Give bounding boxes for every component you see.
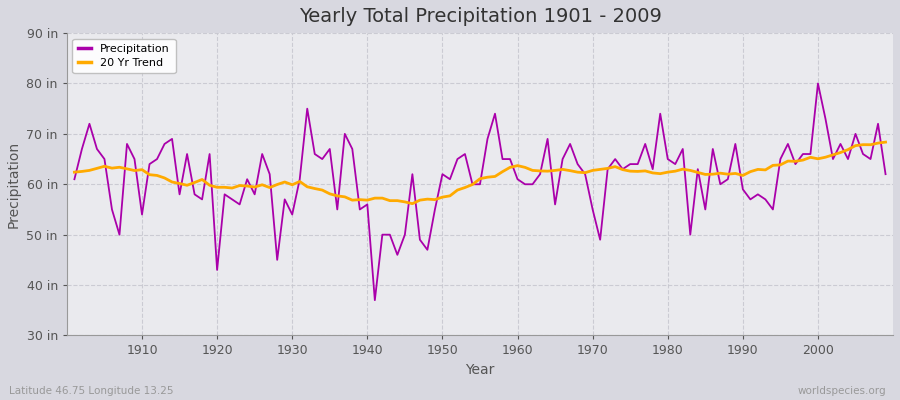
Precipitation: [69, 177, 80, 182]
Precipitation: [129, 157, 140, 162]
X-axis label: Year: Year: [465, 363, 495, 377]
Title: Yearly Total Precipitation 1901 - 2009: Yearly Total Precipitation 1901 - 2009: [299, 7, 662, 26]
Precipitation: [339, 132, 350, 136]
Precipitation: [519, 182, 530, 187]
Precipitation: [880, 172, 891, 176]
Precipitation: [369, 298, 380, 302]
Line: 20 Yr Trend: 20 Yr Trend: [75, 142, 886, 204]
20 Yr Trend: [294, 179, 305, 184]
Text: worldspecies.org: worldspecies.org: [798, 386, 886, 396]
Y-axis label: Precipitation: Precipitation: [7, 141, 21, 228]
20 Yr Trend: [129, 168, 140, 173]
20 Yr Trend: [512, 163, 523, 168]
Text: Latitude 46.75 Longitude 13.25: Latitude 46.75 Longitude 13.25: [9, 386, 174, 396]
20 Yr Trend: [610, 164, 621, 169]
20 Yr Trend: [407, 201, 418, 206]
20 Yr Trend: [519, 165, 530, 170]
20 Yr Trend: [880, 140, 891, 144]
Precipitation: [512, 177, 523, 182]
Precipitation: [294, 177, 305, 182]
Precipitation: [813, 81, 824, 86]
Line: Precipitation: Precipitation: [75, 84, 886, 300]
Legend: Precipitation, 20 Yr Trend: Precipitation, 20 Yr Trend: [73, 39, 176, 73]
20 Yr Trend: [69, 170, 80, 174]
Precipitation: [610, 157, 621, 162]
20 Yr Trend: [339, 194, 350, 199]
